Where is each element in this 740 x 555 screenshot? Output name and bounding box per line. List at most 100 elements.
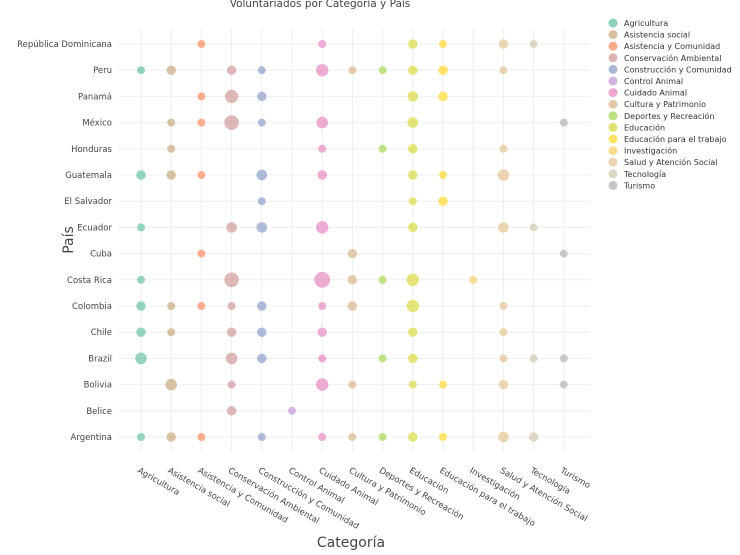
data-point	[137, 275, 145, 284]
y-tick-label: México	[82, 118, 112, 129]
data-point	[559, 118, 568, 127]
legend-label: Cuidado Animal	[624, 89, 687, 98]
y-tick-label: Bolivia	[84, 381, 112, 391]
legend-marker	[608, 53, 618, 63]
legend-marker	[608, 111, 618, 121]
data-point	[318, 40, 327, 48]
data-point	[498, 431, 509, 443]
y-tick-label: Cuba	[90, 250, 112, 260]
data-point	[529, 40, 538, 48]
data-point	[167, 328, 176, 337]
data-point	[378, 275, 387, 284]
legend-marker	[608, 76, 618, 86]
data-point	[378, 144, 387, 153]
data-point	[439, 171, 447, 179]
data-point	[499, 302, 508, 310]
data-point	[469, 275, 478, 284]
data-point	[347, 248, 358, 259]
legend: Agricultura Asistencia social Asistencia y…	[608, 18, 732, 190]
data-point	[224, 89, 239, 104]
data-point	[348, 380, 357, 389]
data-point	[226, 406, 237, 416]
data-point	[257, 327, 267, 337]
y-tick-label: Panamá	[78, 92, 112, 102]
data-point	[257, 197, 266, 206]
data-point	[408, 432, 418, 442]
data-point	[224, 115, 239, 130]
legend-label: Construcción y Comunidad	[624, 64, 732, 74]
data-point	[257, 118, 266, 127]
data-point	[166, 65, 176, 75]
data-point	[318, 354, 327, 363]
data-point	[288, 406, 296, 415]
data-point	[348, 66, 357, 75]
data-point	[197, 171, 206, 179]
data-point	[197, 433, 206, 441]
data-point	[314, 271, 331, 288]
grid	[118, 28, 590, 452]
legend-label: Salud y Atención Social	[624, 157, 717, 167]
data-point	[257, 353, 267, 364]
legend-marker	[608, 180, 618, 190]
data-point	[406, 299, 420, 313]
data-point	[347, 275, 358, 285]
y-axis-ticks: Argentina Belice Bolivia Brazil Chile Colombi…	[17, 40, 112, 443]
y-tick-label: Ecuador	[77, 223, 112, 233]
data-point	[167, 302, 176, 310]
data-point	[137, 433, 145, 441]
data-point	[407, 117, 419, 128]
data-point	[439, 433, 447, 441]
data-point	[347, 301, 358, 311]
data-point	[256, 222, 268, 233]
data-point	[136, 301, 146, 311]
data-point	[408, 170, 418, 180]
legend-label: Conservación Ambiental	[624, 53, 722, 63]
y-tick-label: Colombia	[72, 302, 112, 312]
data-point	[499, 328, 508, 337]
data-point	[318, 302, 327, 310]
data-point	[197, 118, 206, 127]
data-point	[348, 433, 357, 441]
data-point	[257, 66, 266, 75]
data-point	[406, 273, 420, 287]
data-point	[438, 91, 448, 102]
data-point	[438, 65, 448, 75]
data-point	[439, 40, 447, 48]
legend-label: Asistencia y Comunidad	[624, 42, 720, 51]
data-point	[559, 380, 568, 389]
data-point	[315, 378, 329, 391]
data-point	[499, 144, 508, 153]
y-tick-label: Guatemala	[65, 171, 112, 181]
data-point	[408, 144, 418, 154]
data-point	[227, 380, 236, 389]
legend-label: Tecnología	[623, 170, 666, 179]
data-point	[167, 144, 176, 153]
data-point	[317, 170, 327, 180]
legend-label: Turismo	[623, 181, 655, 190]
data-point	[197, 92, 206, 101]
data-point	[318, 433, 327, 441]
data-point	[197, 249, 206, 258]
data-point	[498, 379, 509, 390]
legend-marker	[608, 30, 618, 40]
data-point	[227, 302, 236, 310]
data-point	[197, 40, 206, 48]
data-point	[378, 433, 387, 441]
y-tick-label: El Salvador	[64, 197, 112, 207]
data-point	[528, 432, 539, 442]
legend-marker	[608, 41, 618, 51]
data-point	[438, 196, 448, 206]
data-point	[497, 169, 510, 181]
data-point	[529, 354, 538, 363]
legend-marker	[608, 134, 618, 144]
legend-label: Educación para el trabajo	[624, 134, 727, 144]
data-point	[498, 39, 509, 49]
legend-label: Asistencia social	[624, 31, 690, 40]
data-point	[529, 223, 538, 232]
data-point	[135, 352, 147, 365]
y-tick-label: Costa Rica	[67, 276, 112, 286]
data-point	[166, 170, 176, 180]
data-point	[408, 327, 418, 337]
y-tick-label: República Dominicana	[17, 40, 112, 50]
data-point	[315, 63, 329, 77]
